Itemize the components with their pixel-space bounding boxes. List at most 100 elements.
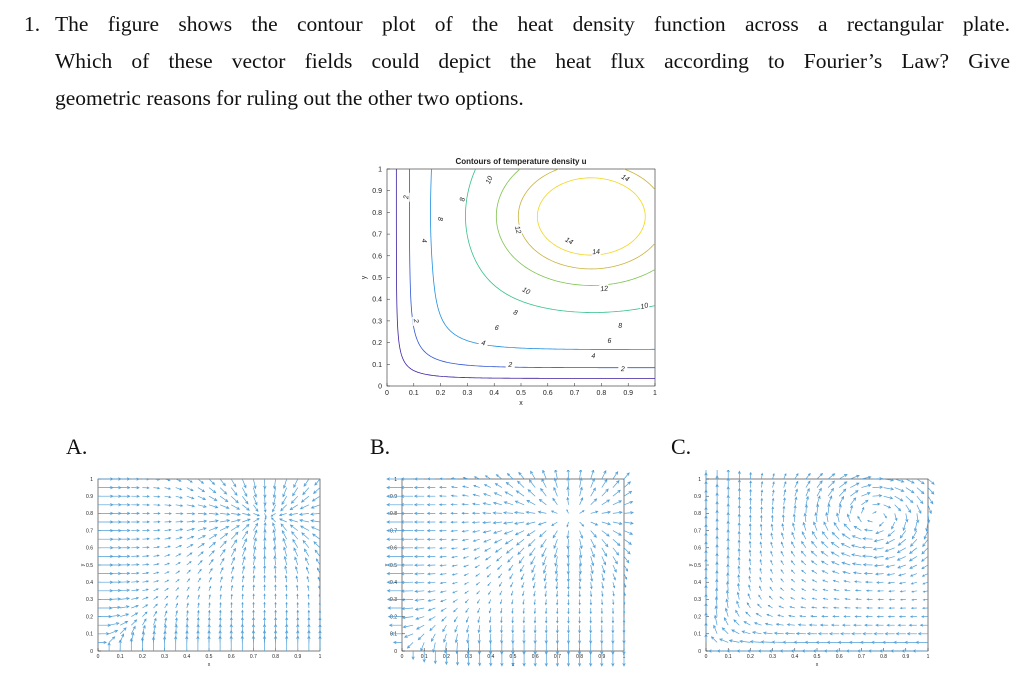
quiver-arrow [771,640,784,644]
quiver-arrow [463,573,469,576]
quiver-arrow [120,613,130,617]
quiver-arrow [186,609,189,617]
quiver-arrow [770,523,774,531]
quiver-arrow [471,521,480,524]
quiver-arrow [443,633,447,643]
quiver-arrow [838,503,842,514]
quiver-arrow [120,605,130,609]
quiver-arrow [482,502,491,506]
quiver-arrow [737,565,741,574]
quiver-arrow [208,585,212,591]
quiver-arrow [500,633,504,644]
quiver-arrow [909,564,918,569]
quiver-arrow [230,495,239,504]
quiver-arrow [142,618,147,626]
quiver-arrow [488,616,492,624]
quiver-arrow [794,472,799,480]
quiver-arrow [310,526,321,531]
quiver-arrow [498,573,503,579]
quiver-arrow [601,564,606,574]
quiver-arrow [544,582,547,590]
quiver-arrow [153,563,160,566]
contour-label-bg [411,315,422,326]
quiver-arrow [494,483,503,488]
contour-level-label: 8 [618,323,622,330]
quiver-arrow [566,470,570,480]
quiver-arrow [875,623,884,627]
quiver-arrow [400,580,414,584]
quiver-arrow [120,537,131,541]
quiver-arrow [386,563,402,567]
quiver-arrow [263,574,266,583]
quiver-arrow [726,572,730,583]
quiver-arrow [579,486,583,497]
quiver-arrow [426,511,436,515]
quiver-arrow [164,603,168,609]
quiver-arrow [208,487,217,494]
question-line-1: The figure shows the contour plot of the… [55,12,1010,36]
quiver-arrow [253,537,257,548]
quiver-arrow [520,573,525,581]
quiver-arrow [153,624,157,634]
quiver-arrow [253,487,257,498]
quiver-arrow [530,556,536,566]
quiver-arrow [500,625,504,634]
quiver-arrow [429,624,436,632]
quiver-arrow [438,538,447,541]
quiver-arrow [472,530,480,533]
quiver-arrow [780,541,785,548]
contour-x-tick-label: 0.7 [570,390,580,397]
quiver-arrow [477,616,481,624]
quiver-a-x-tick-label: 0.5 [206,654,213,660]
quiver-arrow [772,472,775,480]
quiver-arrow [622,633,626,645]
quiver-arrow [894,478,905,483]
quiver-arrow [263,593,266,600]
quiver-arrow [533,599,536,606]
quiver-arrow [175,528,184,531]
quiver-arrow [218,616,222,626]
quiver-arrow [601,530,610,537]
quiver-arrow [514,500,525,506]
quiver-arrow [142,596,149,600]
quiver-c-y-tick-label: 0.9 [694,494,701,500]
quiver-arrow [533,642,537,656]
quiver-arrow [612,471,619,480]
quiver-arrow [578,607,581,615]
quiver-arrow [400,589,414,593]
quiver-arrow [925,521,929,532]
quiver-arrow [175,495,183,499]
quiver-arrow [464,590,469,594]
quiver-arrow [822,597,829,600]
quiver-arrow [119,633,125,643]
quiver-arrow [800,560,807,566]
quiver-arrow [623,490,633,497]
quiver-arrow [231,504,241,510]
quiver-arrow [800,606,806,609]
quiver-arrow [854,589,862,592]
quiver-arrow [762,631,773,635]
quiver-arrow [790,550,796,557]
quiver-arrow [273,574,277,583]
quiver-arrow [600,625,604,634]
quiver-arrow [427,599,436,602]
quiver-arrow [444,651,449,666]
contour-line-level-8 [465,168,656,313]
quiver-arrow [875,530,884,535]
quiver-arrow [392,640,402,644]
quiver-arrow [731,629,740,635]
quiver-arrow [745,611,751,617]
quiver-arrow [817,632,829,636]
quiver-arrow [737,470,741,480]
quiver-arrow [905,487,915,494]
quiver-arrow [197,594,200,600]
quiver-arrow [600,607,604,615]
quiver-arrow [533,633,537,645]
quiver-arrow [291,531,299,540]
quiver-arrow [554,470,558,480]
quiver-arrow [601,547,608,557]
quiver-arrow [578,599,581,606]
quiver-arrow [450,512,458,515]
quiver-arrow [916,487,925,495]
quiver-arrow [522,599,525,605]
